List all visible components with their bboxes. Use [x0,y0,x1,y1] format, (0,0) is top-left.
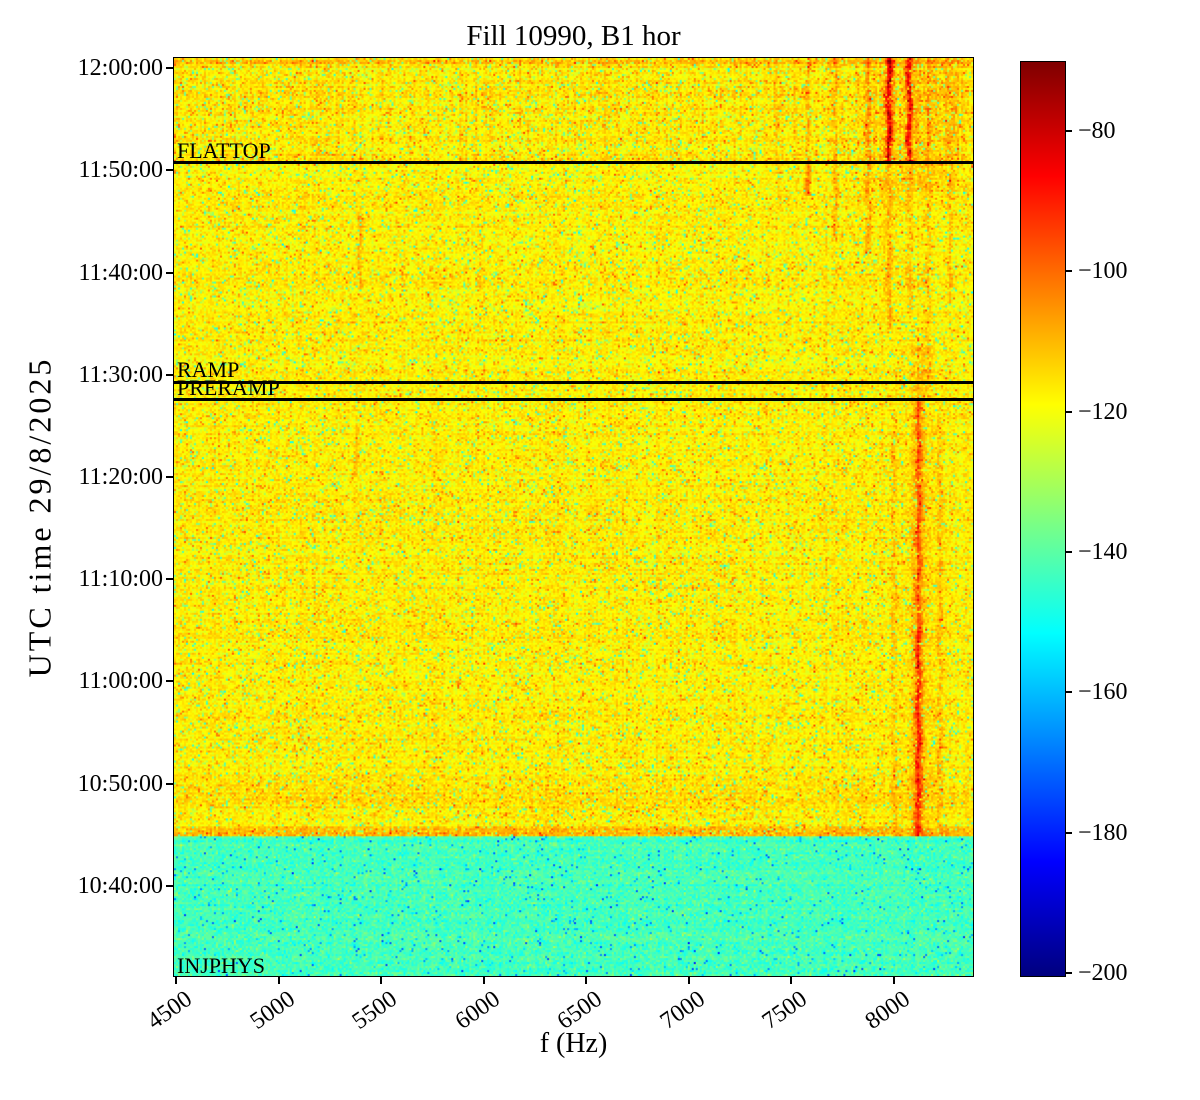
plot-title: Fill 10990, B1 hor [466,20,681,52]
x-tick [790,977,793,984]
y-axis-label: UTC time 29/8/2025 [21,356,58,678]
colorbar-tick [1066,270,1072,273]
y-tick-label: 11:50:00 [78,157,163,184]
y-tick [166,271,173,274]
colorbar-tick-label: −160 [1078,679,1128,706]
colorbar-tick-label: −120 [1078,398,1128,425]
y-tick-label: 11:00:00 [78,668,163,695]
colorbar [1020,61,1066,977]
colorbar-tick-label: −80 [1078,118,1116,145]
x-tick [585,977,588,984]
x-tick [892,977,895,984]
y-tick-label: 11:30:00 [78,361,163,388]
x-tick [482,977,485,984]
colorbar-tick-label: −140 [1078,538,1128,565]
x-axis-label: f (Hz) [539,1028,608,1059]
y-tick [166,475,173,478]
spectrogram-plot-area: FLATTOP RAMP PRERAMP INJPHYS [173,57,974,977]
colorbar-tick-label: −200 [1078,959,1128,986]
y-tick-label: 10:40:00 [77,872,163,899]
beam-mode-line-preramp [174,398,973,402]
y-tick-label: 11:20:00 [78,463,163,490]
colorbar-tick [1066,130,1072,133]
colorbar-tick [1066,550,1072,553]
x-tick [380,977,383,984]
x-tick [277,977,280,984]
spectrogram-canvas [174,58,973,976]
beam-mode-label-flattop: FLATTOP [177,137,271,163]
colorbar-tick [1066,971,1072,974]
y-tick [166,884,173,887]
beam-mode-line-flattop [174,161,973,165]
x-tick [175,977,178,984]
y-tick [166,67,173,70]
colorbar-tick-label: −100 [1078,258,1128,285]
colorbar-tick [1066,410,1072,413]
beam-mode-label-ramp: RAMP [177,357,240,383]
colorbar-tick [1066,831,1072,834]
beam-mode-label-injphys: INJPHYS [177,953,266,977]
y-tick-label: 11:40:00 [78,259,163,286]
y-tick [166,373,173,376]
y-tick [166,169,173,172]
colorbar-tick-label: −180 [1078,819,1128,846]
y-tick-label: 10:50:00 [77,770,163,797]
x-tick [687,977,690,984]
beam-mode-line-injphys [174,977,973,978]
y-tick [166,578,173,581]
colorbar-tick [1066,691,1072,694]
y-tick-label: 12:00:00 [77,55,163,82]
beam-mode-line-ramp [174,380,973,384]
beam-mode-label-preramp: PRERAMP [177,374,280,400]
y-tick [166,680,173,683]
y-tick-label: 11:10:00 [78,566,163,593]
y-tick [166,782,173,785]
